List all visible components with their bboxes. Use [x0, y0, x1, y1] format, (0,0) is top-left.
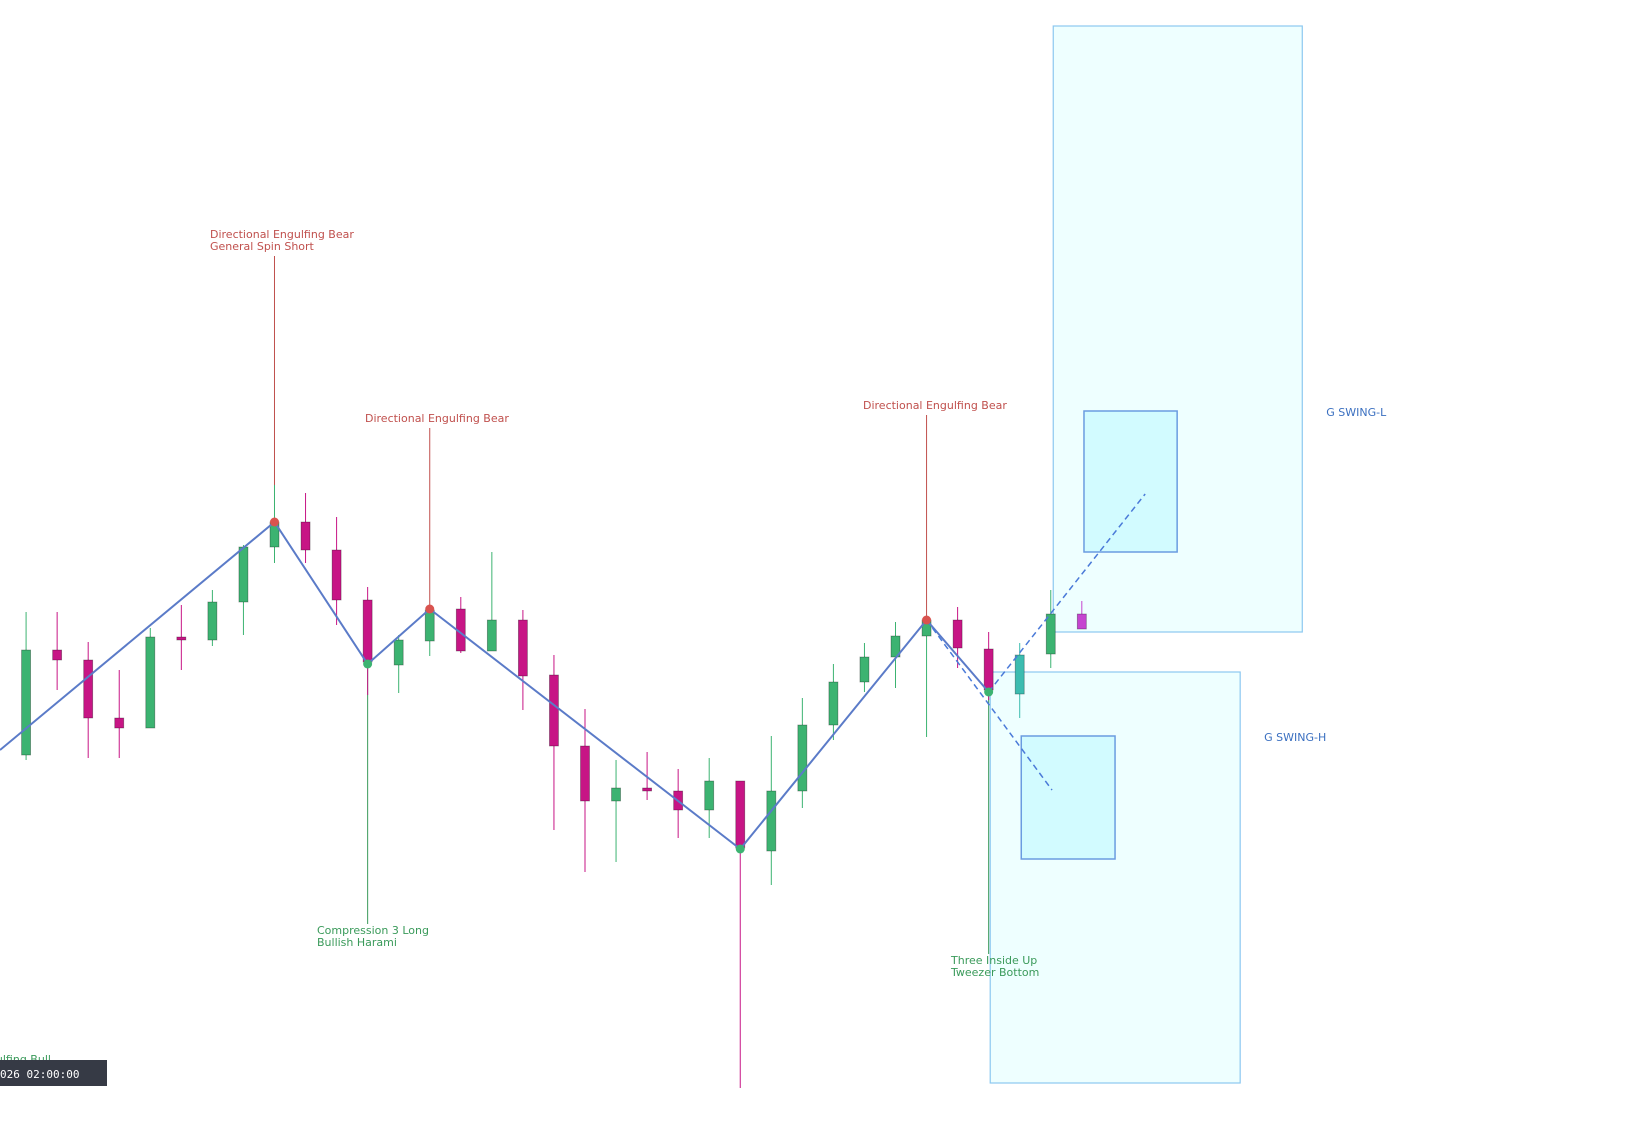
- candle-body: [331, 549, 342, 601]
- candle-body: [1014, 654, 1025, 695]
- time-label-bg: [0, 1060, 107, 1086]
- candle: [331, 517, 342, 625]
- candle-body: [52, 649, 63, 661]
- candle: [362, 587, 373, 695]
- candle: [1014, 643, 1025, 718]
- candle: [238, 545, 249, 635]
- projection-line: [925, 619, 1053, 791]
- candle: [611, 760, 621, 862]
- candle-body: [580, 745, 590, 802]
- candle-body: [859, 656, 870, 683]
- candle: [300, 493, 311, 563]
- candle-body: [1076, 613, 1087, 630]
- candle: [52, 612, 63, 690]
- candle-body: [238, 546, 249, 603]
- candle-body: [83, 659, 94, 719]
- time-label-box: 026 02:00:00: [0, 1060, 107, 1086]
- candle: [393, 635, 404, 693]
- zone-inner: [1020, 735, 1116, 860]
- candle-body: [766, 790, 777, 852]
- candle: [517, 610, 528, 710]
- annotation-text: Compression 3 Long: [317, 924, 429, 937]
- candle-body: [983, 648, 994, 691]
- candle: [486, 552, 497, 652]
- candle: [455, 597, 466, 653]
- candle-body: [642, 787, 652, 792]
- pivot-low: [735, 844, 745, 854]
- annotation-text: Directional Engulfing Bear: [365, 412, 509, 425]
- candle-body: [611, 787, 621, 802]
- candle-body: [486, 619, 497, 652]
- candle-body: [393, 639, 404, 666]
- candle: [83, 642, 94, 758]
- candle: [1076, 601, 1087, 630]
- zone-inner: [1083, 410, 1178, 553]
- candle: [114, 670, 125, 758]
- candle-body: [517, 619, 528, 677]
- candle-body: [1045, 613, 1056, 655]
- candle: [859, 643, 870, 692]
- annotation-text: Three Inside Up: [950, 954, 1037, 967]
- candle: [580, 709, 590, 872]
- candle-body: [952, 619, 963, 649]
- annotation-text: Bullish Harami: [317, 936, 397, 949]
- pivot-high: [269, 517, 279, 527]
- candle-body: [362, 599, 373, 663]
- candle-body: [145, 636, 156, 729]
- candle: [828, 664, 839, 740]
- plot: G SWING-L G SWING-H Directional Engulfing …: [0, 25, 1387, 1088]
- annotation-text: General Spin Short: [210, 240, 315, 253]
- zone-label: G SWING-H: [1264, 731, 1326, 744]
- annotation-text: Directional Engulfing Bear: [863, 399, 1007, 412]
- candle-body: [207, 601, 218, 641]
- candle-body: [176, 636, 187, 641]
- zone-outer: [989, 671, 1241, 1084]
- candle: [207, 590, 218, 646]
- annotation-text: Tweezer Bottom: [950, 966, 1039, 979]
- candle: [21, 612, 31, 760]
- candle-body: [21, 649, 31, 756]
- candle-body: [735, 780, 746, 849]
- pivot-high: [425, 604, 435, 614]
- pivot-high: [922, 615, 932, 625]
- time-label: 026 02:00:00: [0, 1068, 79, 1081]
- candle-body: [797, 724, 808, 792]
- candle-body: [549, 674, 559, 747]
- candle: [797, 698, 808, 808]
- candle: [549, 655, 559, 830]
- candle: [145, 628, 156, 729]
- pivot-low: [363, 659, 373, 669]
- annotation-text: Directional Engulfing Bear: [210, 228, 354, 241]
- pivot-low: [984, 687, 994, 697]
- zone-label: G SWING-L: [1326, 406, 1387, 419]
- candle-body: [114, 717, 125, 729]
- projection-line: [988, 493, 1146, 693]
- candle-body: [704, 780, 715, 811]
- candle-body: [300, 521, 311, 551]
- candle: [952, 607, 963, 668]
- candle-body: [828, 681, 839, 726]
- candle: [1045, 590, 1056, 668]
- candle: [921, 617, 932, 737]
- candle: [176, 605, 187, 670]
- candle-body: [424, 609, 435, 642]
- candle: [735, 780, 746, 1088]
